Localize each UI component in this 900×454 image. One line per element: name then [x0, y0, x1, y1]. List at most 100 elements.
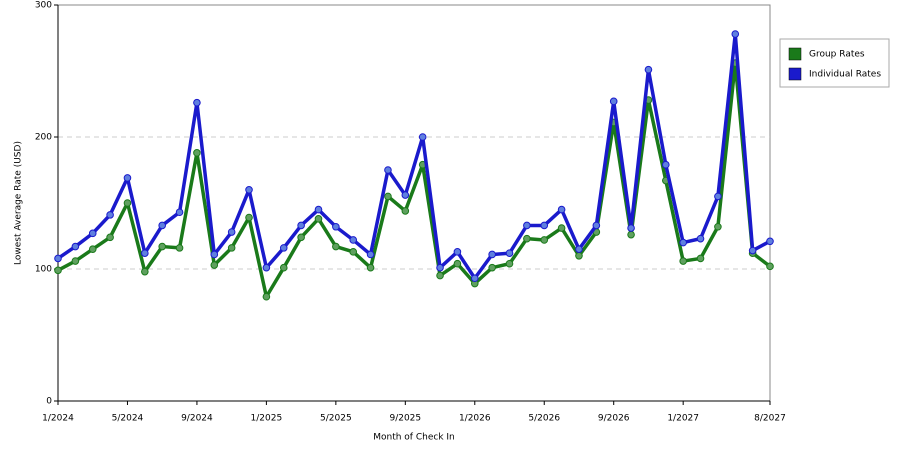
data-point [575, 252, 583, 260]
x-tick-label: 1/2024 [42, 414, 74, 424]
data-point [748, 246, 757, 255]
legend-label: Individual Rates [809, 70, 881, 80]
data-point [557, 205, 566, 214]
data-point [193, 149, 201, 157]
data-point [88, 245, 97, 253]
data-point [245, 213, 253, 222]
data-point [470, 274, 479, 283]
data-point [766, 237, 774, 246]
data-point [488, 263, 496, 272]
data-point [731, 30, 740, 38]
data-point [766, 262, 774, 271]
x-tick-label: 5/2026 [528, 414, 560, 424]
legend-box [779, 38, 890, 88]
data-point [627, 230, 635, 239]
x-tick-label: 1/2027 [667, 414, 699, 424]
data-point [141, 249, 149, 257]
x-tick-label: 5/2025 [320, 414, 352, 424]
data-point [262, 263, 271, 272]
y-tick-label: 200 [35, 133, 52, 143]
data-point [175, 244, 184, 252]
data-point [349, 236, 358, 244]
data-point [71, 242, 80, 251]
y-axis-title: Lowest Average Rate (USD) [14, 141, 24, 265]
data-point [436, 263, 444, 272]
data-point [696, 234, 705, 243]
data-point [123, 174, 132, 182]
data-point [158, 242, 166, 251]
data-point [679, 238, 687, 247]
y-tick-label: 300 [35, 1, 52, 11]
x-tick-label: 9/2025 [389, 414, 421, 424]
data-point [314, 205, 323, 214]
data-point [679, 257, 687, 265]
data-point [279, 244, 288, 252]
data-point [158, 221, 166, 230]
x-tick-label: 9/2026 [598, 414, 630, 424]
data-point [627, 224, 635, 232]
legend-swatch [788, 47, 802, 61]
x-tick-label: 8/2027 [754, 414, 786, 424]
data-point [384, 166, 392, 174]
data-point [297, 221, 305, 230]
data-point [488, 250, 496, 259]
y-tick-label: 0 [46, 397, 52, 407]
data-point [54, 254, 62, 263]
data-point [557, 224, 566, 232]
data-point [505, 259, 514, 268]
data-point [540, 221, 549, 230]
data-point [175, 208, 184, 217]
data-point [418, 133, 427, 141]
data-point [106, 211, 114, 219]
series-line [57, 32, 771, 280]
data-point [141, 267, 149, 276]
data-point [453, 248, 462, 256]
data-point [523, 221, 531, 230]
data-point [366, 250, 375, 259]
y-tick-label: 100 [35, 265, 52, 275]
data-point [436, 271, 444, 280]
data-point [384, 192, 392, 201]
x-tick-label: 1/2025 [251, 414, 283, 424]
data-point [123, 199, 132, 207]
data-point [401, 191, 410, 199]
data-point [662, 160, 670, 169]
data-point [332, 242, 340, 251]
data-point [262, 292, 271, 301]
data-point [193, 98, 201, 107]
data-point [609, 97, 618, 106]
data-point [210, 250, 219, 259]
data-point [106, 233, 114, 242]
data-point [210, 261, 219, 269]
legend-label: Group Rates [809, 50, 865, 60]
plot-area [57, 4, 771, 402]
data-point [88, 229, 97, 238]
x-tick-label: 1/2026 [459, 414, 491, 424]
data-point [279, 263, 288, 272]
data-point [366, 263, 375, 272]
legend-swatch [788, 67, 802, 81]
data-point [314, 215, 323, 223]
x-tick-label: 5/2024 [112, 414, 144, 424]
data-point [227, 228, 236, 236]
data-point [332, 222, 340, 231]
data-point [297, 233, 305, 242]
data-point [227, 244, 236, 252]
data-point [401, 207, 410, 215]
data-point [245, 186, 253, 194]
data-point [349, 248, 358, 256]
data-point [54, 266, 62, 275]
data-point [453, 259, 462, 268]
data-point [696, 254, 705, 263]
data-point [523, 234, 531, 243]
data-point [592, 221, 601, 230]
data-point [575, 245, 583, 253]
data-point [505, 249, 514, 257]
data-point [714, 222, 722, 231]
data-point [540, 236, 549, 244]
data-point [714, 192, 722, 201]
x-tick-label: 9/2024 [181, 414, 213, 424]
x-axis-title: Month of Check In [373, 433, 455, 443]
data-point [644, 65, 653, 74]
